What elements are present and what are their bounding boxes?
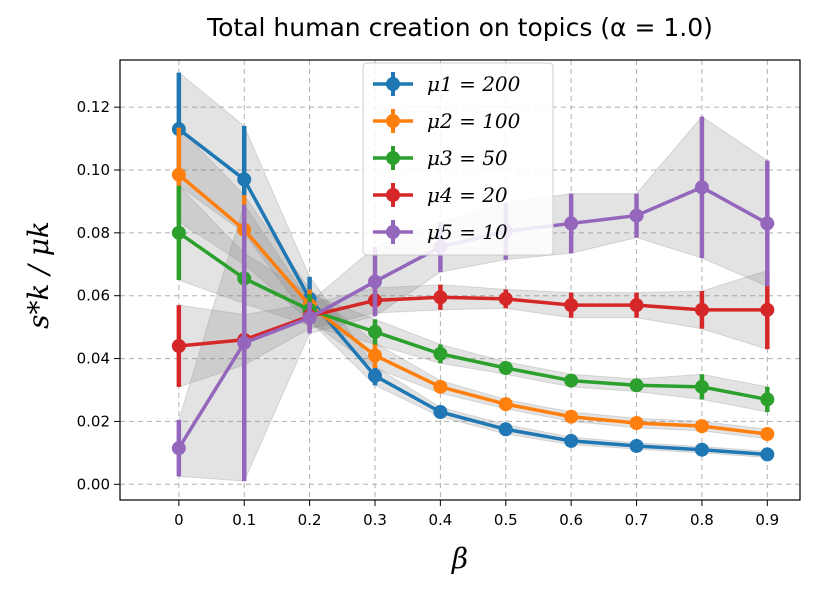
legend-entry: μ4 = 20: [373, 183, 508, 207]
data-point: [433, 379, 448, 394]
y-tick-label: 0.10: [77, 161, 110, 179]
legend-entry: μ5 = 10: [373, 220, 508, 244]
legend-box: [362, 62, 554, 256]
legend-entry: μ3 = 50: [373, 146, 508, 170]
data-point: [564, 433, 579, 448]
x-tick-label: 0.9: [755, 511, 779, 529]
data-point: [694, 302, 709, 317]
data-point: [629, 416, 644, 430]
y-tick-label: 0.04: [77, 350, 110, 368]
legend-label: μ5 = 10: [427, 220, 508, 244]
series-layer: [171, 72, 775, 482]
series-line: [177, 231, 768, 402]
data-point: [433, 346, 448, 361]
data-point: [368, 368, 382, 383]
x-tick-label: 0.7: [625, 511, 649, 529]
data-point: [368, 324, 382, 339]
data-point: [302, 310, 317, 325]
series: [171, 270, 775, 387]
data-point: [368, 348, 382, 363]
data-point: [171, 167, 186, 182]
data-point: [760, 427, 775, 441]
x-tick-label: 0.8: [690, 511, 714, 529]
x-tick-label: 0.4: [428, 511, 452, 529]
x-tick-label: 0.5: [494, 511, 518, 529]
data-point: [564, 298, 579, 313]
data-point: [564, 409, 579, 424]
data-point: [433, 405, 448, 419]
legend-label: μ3 = 50: [427, 146, 508, 170]
legend-label: μ4 = 20: [427, 183, 508, 207]
data-point: [694, 442, 709, 457]
legend-entry: μ2 = 100: [373, 109, 521, 133]
series-line: [178, 295, 768, 348]
y-tick-label: 0.00: [77, 475, 110, 493]
data-point: [498, 291, 513, 306]
data-point: [760, 447, 775, 462]
data-point: [760, 216, 775, 231]
x-tick-label: 0.6: [559, 511, 583, 529]
legend: μ1 = 200 μ2 = 100 μ3 = 50 μ4 = 20 μ5 = 10: [362, 62, 554, 256]
data-point: [629, 438, 644, 453]
y-tick-label: 0.12: [77, 98, 110, 116]
data-point: [171, 339, 186, 353]
chart-title: Total human creation on topics (α = 1.0): [206, 13, 713, 42]
x-tick-label: 0.3: [363, 511, 387, 529]
data-point: [694, 379, 709, 394]
data-point: [564, 373, 579, 388]
data-point: [694, 180, 709, 195]
y-axis-label: s*k / μk: [22, 221, 55, 329]
y-tick-label: 0.08: [77, 224, 110, 242]
data-point: [237, 172, 252, 187]
data-point: [498, 422, 513, 437]
data-point: [498, 361, 513, 375]
data-point: [498, 397, 513, 412]
data-point: [564, 216, 579, 231]
x-axis-label: β: [451, 542, 468, 575]
legend-marker: [386, 151, 400, 165]
y-tick-label: 0.06: [77, 287, 110, 305]
legend-label: μ2 = 100: [427, 109, 521, 133]
legend-entry: μ1 = 200: [373, 72, 521, 96]
data-point: [237, 335, 252, 350]
series-line: [177, 127, 768, 457]
data-point: [760, 392, 775, 407]
y-tick-label: 0.02: [77, 412, 110, 430]
legend-marker: [386, 188, 400, 202]
data-point: [368, 274, 382, 289]
legend-label: μ1 = 200: [427, 72, 521, 96]
x-tick-label: 0.2: [298, 511, 322, 529]
data-point: [629, 378, 644, 393]
data-point: [171, 441, 186, 456]
legend-marker: [386, 77, 400, 91]
plot-frame: [119, 59, 801, 501]
data-point: [694, 419, 709, 434]
axis-ticks: 0 0.1 0.2 0.3 0.4 0.5 0.6 0.7 0.8 0.9 0.00 0.02 0.04…: [77, 98, 780, 529]
data-point: [760, 302, 775, 317]
x-tick-label: 0: [174, 511, 184, 529]
data-point: [629, 208, 644, 223]
series-line: [177, 173, 768, 436]
legend-marker: [386, 114, 400, 128]
legend-marker: [386, 225, 400, 239]
data-point: [433, 290, 448, 305]
data-point: [171, 225, 186, 240]
data-point: [629, 298, 644, 313]
x-tick-label: 0.1: [232, 511, 256, 529]
